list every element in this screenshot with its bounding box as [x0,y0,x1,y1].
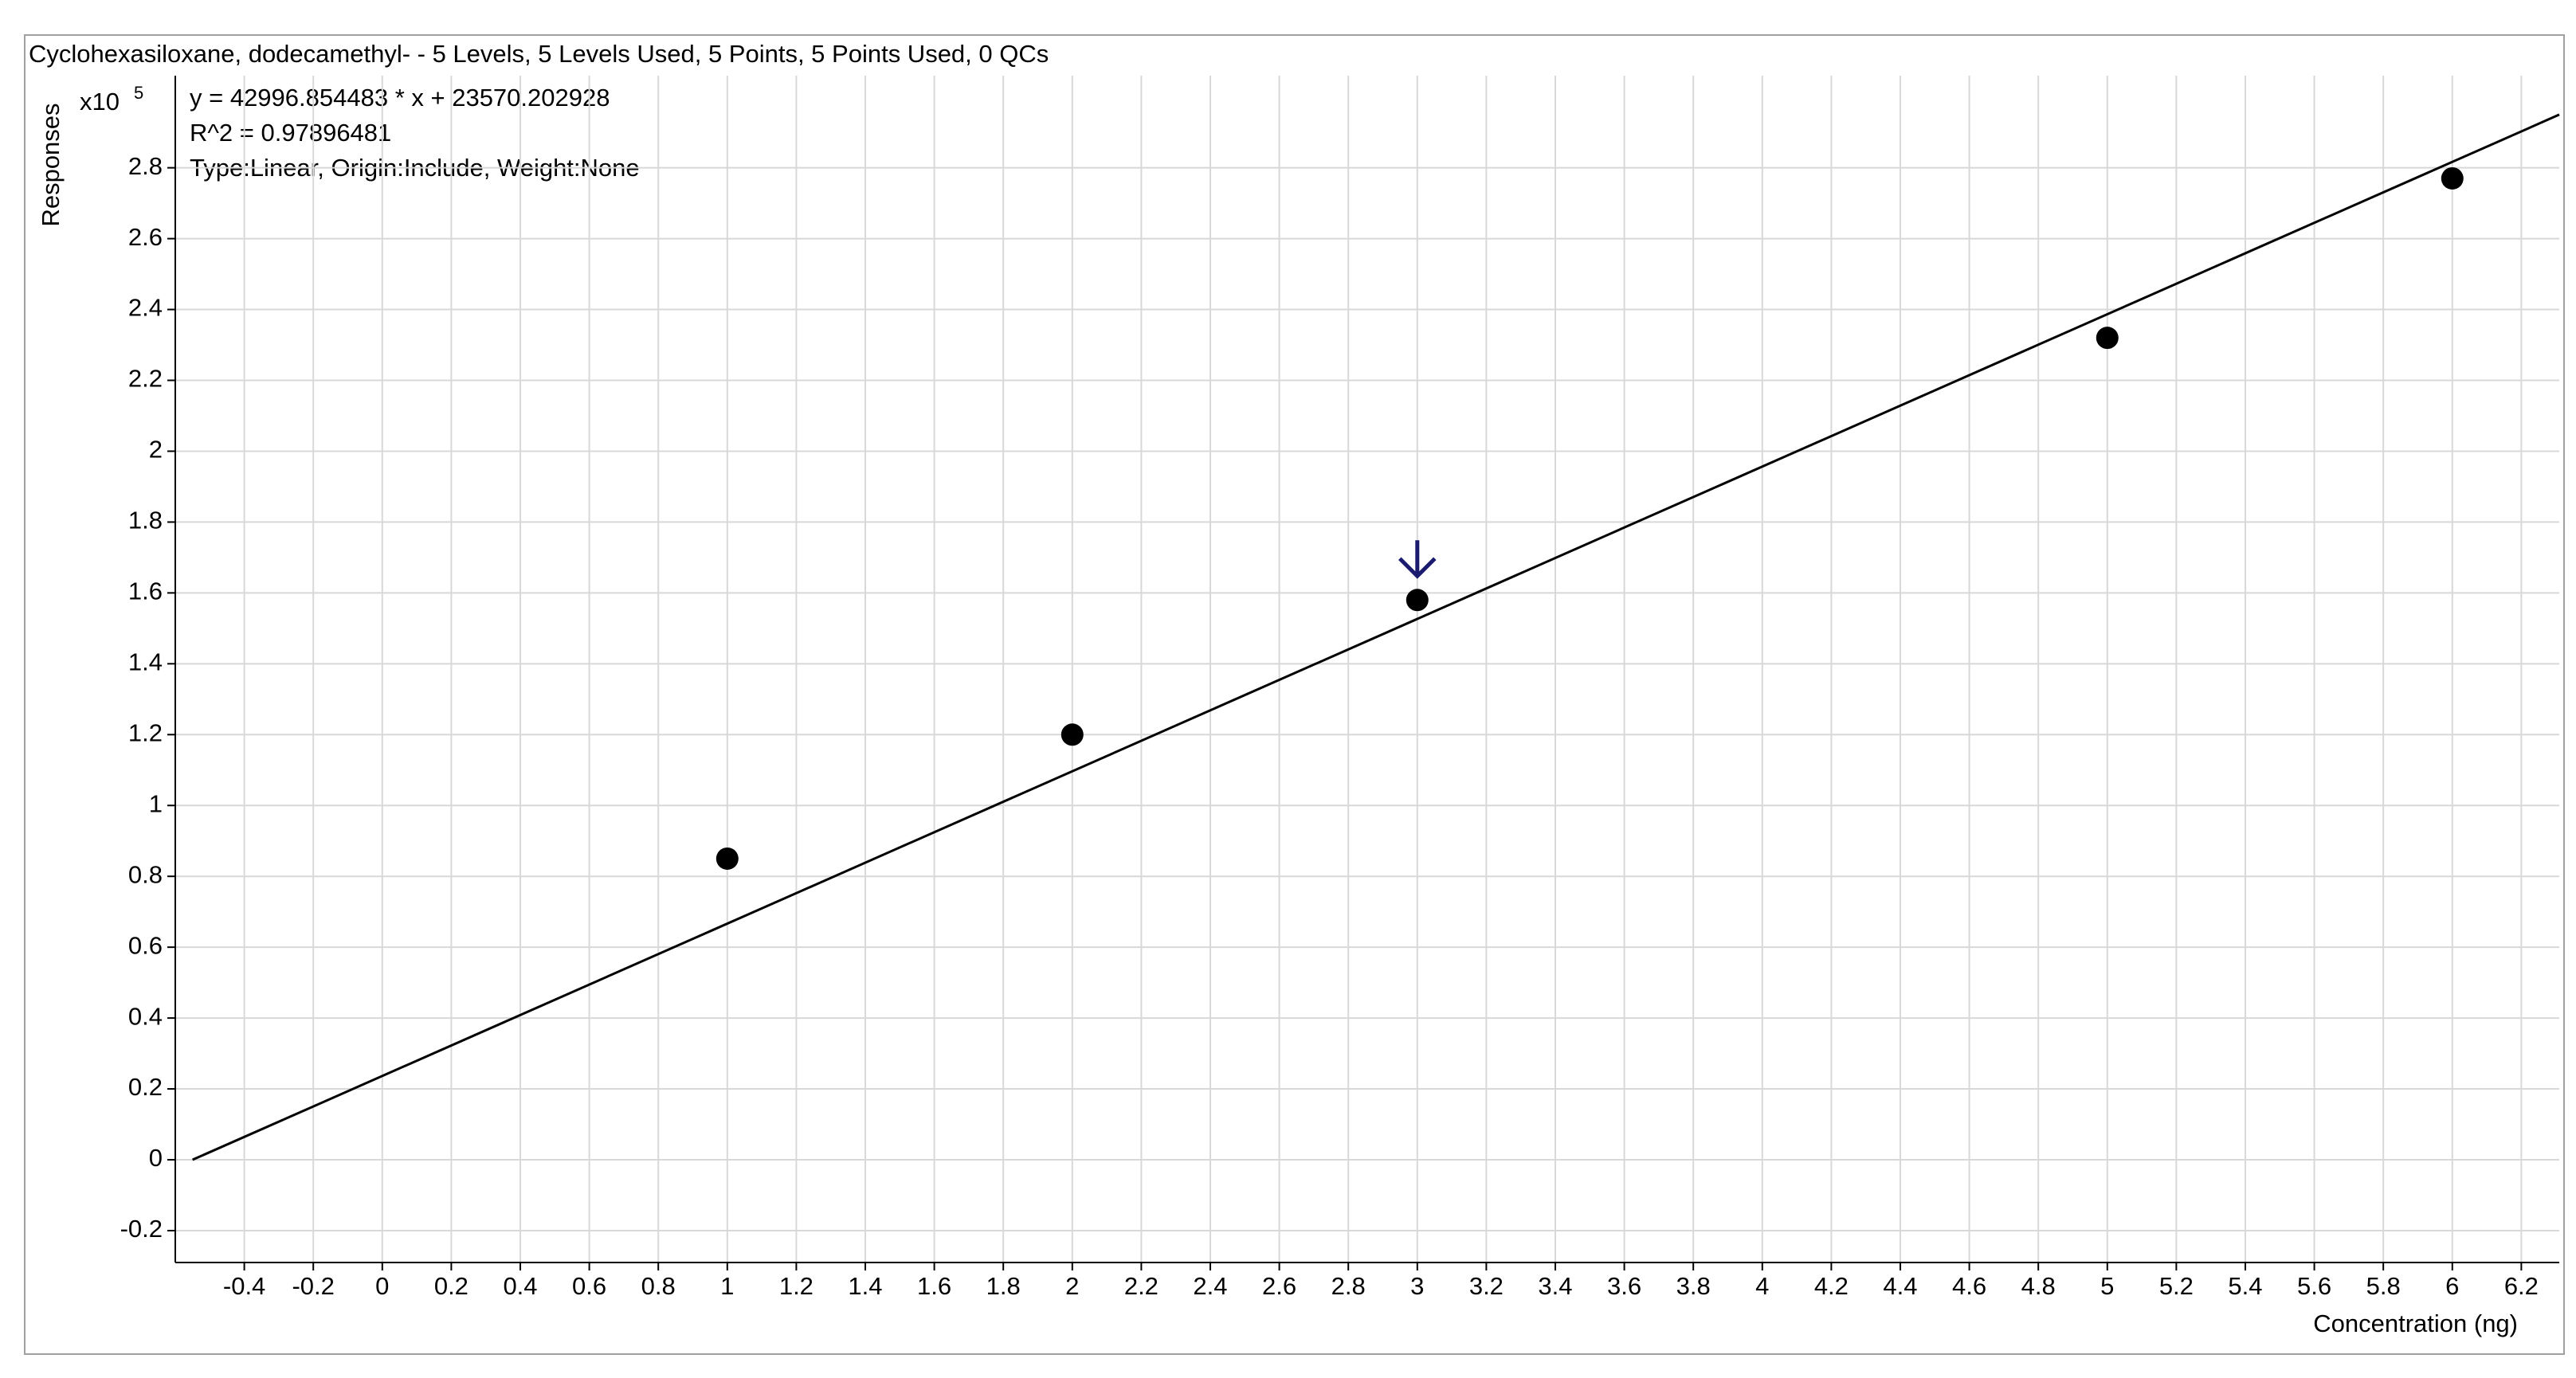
x-tick-label: -0.2 [292,1272,334,1300]
panel-border [24,34,2565,1355]
x-tick-label: 2 [1065,1272,1079,1300]
y-tick-label: 1.6 [128,577,163,605]
x-tick-label: 6.2 [2504,1272,2539,1300]
x-tick-label: 3 [1410,1272,1424,1300]
y-tick-label: 2.2 [128,365,163,393]
y-tick-label: 1.2 [128,718,163,746]
y-tick-label: 0.4 [128,1002,163,1030]
x-tick-label: 3.6 [1607,1272,1641,1300]
x-tick-label: 1.6 [917,1272,951,1300]
y-tick-label: 0.8 [128,860,163,888]
x-tick-label: 2.4 [1193,1272,1227,1300]
fit-line [192,113,2560,1161]
x-tick-label: 3.4 [1538,1272,1572,1300]
x-tick-label: 4 [1755,1272,1769,1300]
x-axis-label: Concentration (ng) [2313,1309,2518,1337]
x-tick-label: 0 [375,1272,389,1300]
y-tick-label: 2.4 [128,294,163,322]
x-tick-label: 4.8 [2021,1272,2056,1300]
data-point [1406,589,1429,612]
x-tick-label: 6 [2445,1272,2459,1300]
y-tick-label: 0 [149,1144,163,1172]
y-multiplier: x10 [80,88,120,115]
y-tick-label: 1.8 [128,507,163,534]
x-tick-label: 4.6 [1952,1272,1986,1300]
y-tick-label: 2.8 [128,152,163,180]
x-tick-label: 2.2 [1124,1272,1159,1300]
y-tick-label: 2 [149,436,163,464]
x-tick-label: 0.4 [503,1272,537,1300]
data-point [1061,723,1084,746]
equation: y = 42996.854483 * x + 23570.202928 [190,84,610,112]
y-tick-label: -0.2 [120,1215,163,1243]
x-tick-label: 5 [2100,1272,2114,1300]
x-tick-label: 0.8 [641,1272,676,1300]
y-tick-label: 2.6 [128,223,163,251]
x-tick-label: 5.4 [2228,1272,2262,1300]
x-tick-label: 5.6 [2297,1272,2331,1300]
x-tick-label: 3.8 [1676,1272,1711,1300]
x-tick-label: 1.2 [779,1272,814,1300]
y-multiplier-exponent: 5 [134,83,143,103]
x-tick-label: 5.8 [2366,1272,2401,1300]
r-squared: R^2 = 0.97896481 [190,119,391,147]
x-tick-label: 5.2 [2159,1272,2194,1300]
chart-title: Cyclohexasiloxane, dodecamethyl- - 5 Lev… [29,40,1049,68]
x-tick-label: 1.4 [848,1272,882,1300]
selection-arrow [1398,540,1437,579]
x-tick-label: 0.2 [434,1272,469,1300]
data-point [716,847,739,870]
y-tick-label: 1.4 [128,648,163,676]
x-tick-label: 1.8 [986,1272,1021,1300]
x-tick-label: 4.4 [1883,1272,1917,1300]
x-tick-label: -0.4 [223,1272,265,1300]
x-tick-label: 4.2 [1814,1272,1849,1300]
x-tick-label: 1 [720,1272,734,1300]
x-tick-label: 2.6 [1262,1272,1296,1300]
data-point [2096,327,2119,350]
y-axis-label: Responses [37,103,65,226]
y-tick-label: 0.2 [128,1073,163,1101]
x-tick-label: 0.6 [572,1272,606,1300]
x-tick-label: 3.2 [1469,1272,1504,1300]
x-tick-label: 2.8 [1331,1272,1366,1300]
data-point [2441,166,2464,190]
y-tick-label: 0.6 [128,931,163,959]
y-tick-label: 1 [149,789,163,817]
